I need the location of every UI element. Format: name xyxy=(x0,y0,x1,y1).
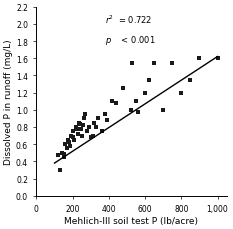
Point xyxy=(69,134,73,138)
Point xyxy=(91,134,94,138)
Point xyxy=(152,61,156,65)
Point xyxy=(111,100,114,104)
Point xyxy=(89,136,93,139)
Point xyxy=(79,127,83,131)
Point xyxy=(105,119,109,123)
Point xyxy=(100,130,103,134)
Point xyxy=(170,61,174,65)
Point xyxy=(62,153,65,157)
Point xyxy=(82,117,86,121)
Text: $p$    < 0.001: $p$ < 0.001 xyxy=(105,34,156,47)
Point xyxy=(77,121,81,125)
Point xyxy=(58,168,62,172)
Point xyxy=(64,143,67,146)
Point xyxy=(66,138,70,142)
Point xyxy=(72,138,76,142)
Point xyxy=(103,113,107,116)
Point xyxy=(121,87,125,91)
Point xyxy=(74,125,78,129)
X-axis label: Mehlich-III soil test P (lb/acre): Mehlich-III soil test P (lb/acre) xyxy=(65,216,199,225)
Point xyxy=(78,123,82,127)
Point xyxy=(67,141,71,145)
Point xyxy=(63,155,66,159)
Point xyxy=(76,132,80,136)
Point xyxy=(80,134,84,138)
Point xyxy=(147,79,151,82)
Point xyxy=(82,124,85,128)
Point xyxy=(83,113,87,116)
Text: $r^2$  = 0.722: $r^2$ = 0.722 xyxy=(105,13,152,26)
Point xyxy=(60,151,64,155)
Point xyxy=(179,91,183,95)
Point xyxy=(93,121,96,125)
Y-axis label: Dissolved P in runoff (mg/L): Dissolved P in runoff (mg/L) xyxy=(4,39,13,164)
Point xyxy=(216,57,219,61)
Point xyxy=(161,109,165,112)
Point xyxy=(134,100,138,104)
Point xyxy=(71,130,75,134)
Point xyxy=(68,144,72,148)
Point xyxy=(75,127,79,131)
Point xyxy=(130,61,134,65)
Point xyxy=(87,125,91,129)
Point xyxy=(136,110,140,114)
Point xyxy=(94,125,98,129)
Point xyxy=(71,136,75,139)
Point xyxy=(65,147,69,151)
Point xyxy=(85,130,89,134)
Point xyxy=(129,109,132,112)
Point xyxy=(96,117,100,121)
Point xyxy=(143,91,147,95)
Point xyxy=(188,79,192,82)
Point xyxy=(114,102,118,105)
Point xyxy=(198,57,201,61)
Point xyxy=(56,154,60,158)
